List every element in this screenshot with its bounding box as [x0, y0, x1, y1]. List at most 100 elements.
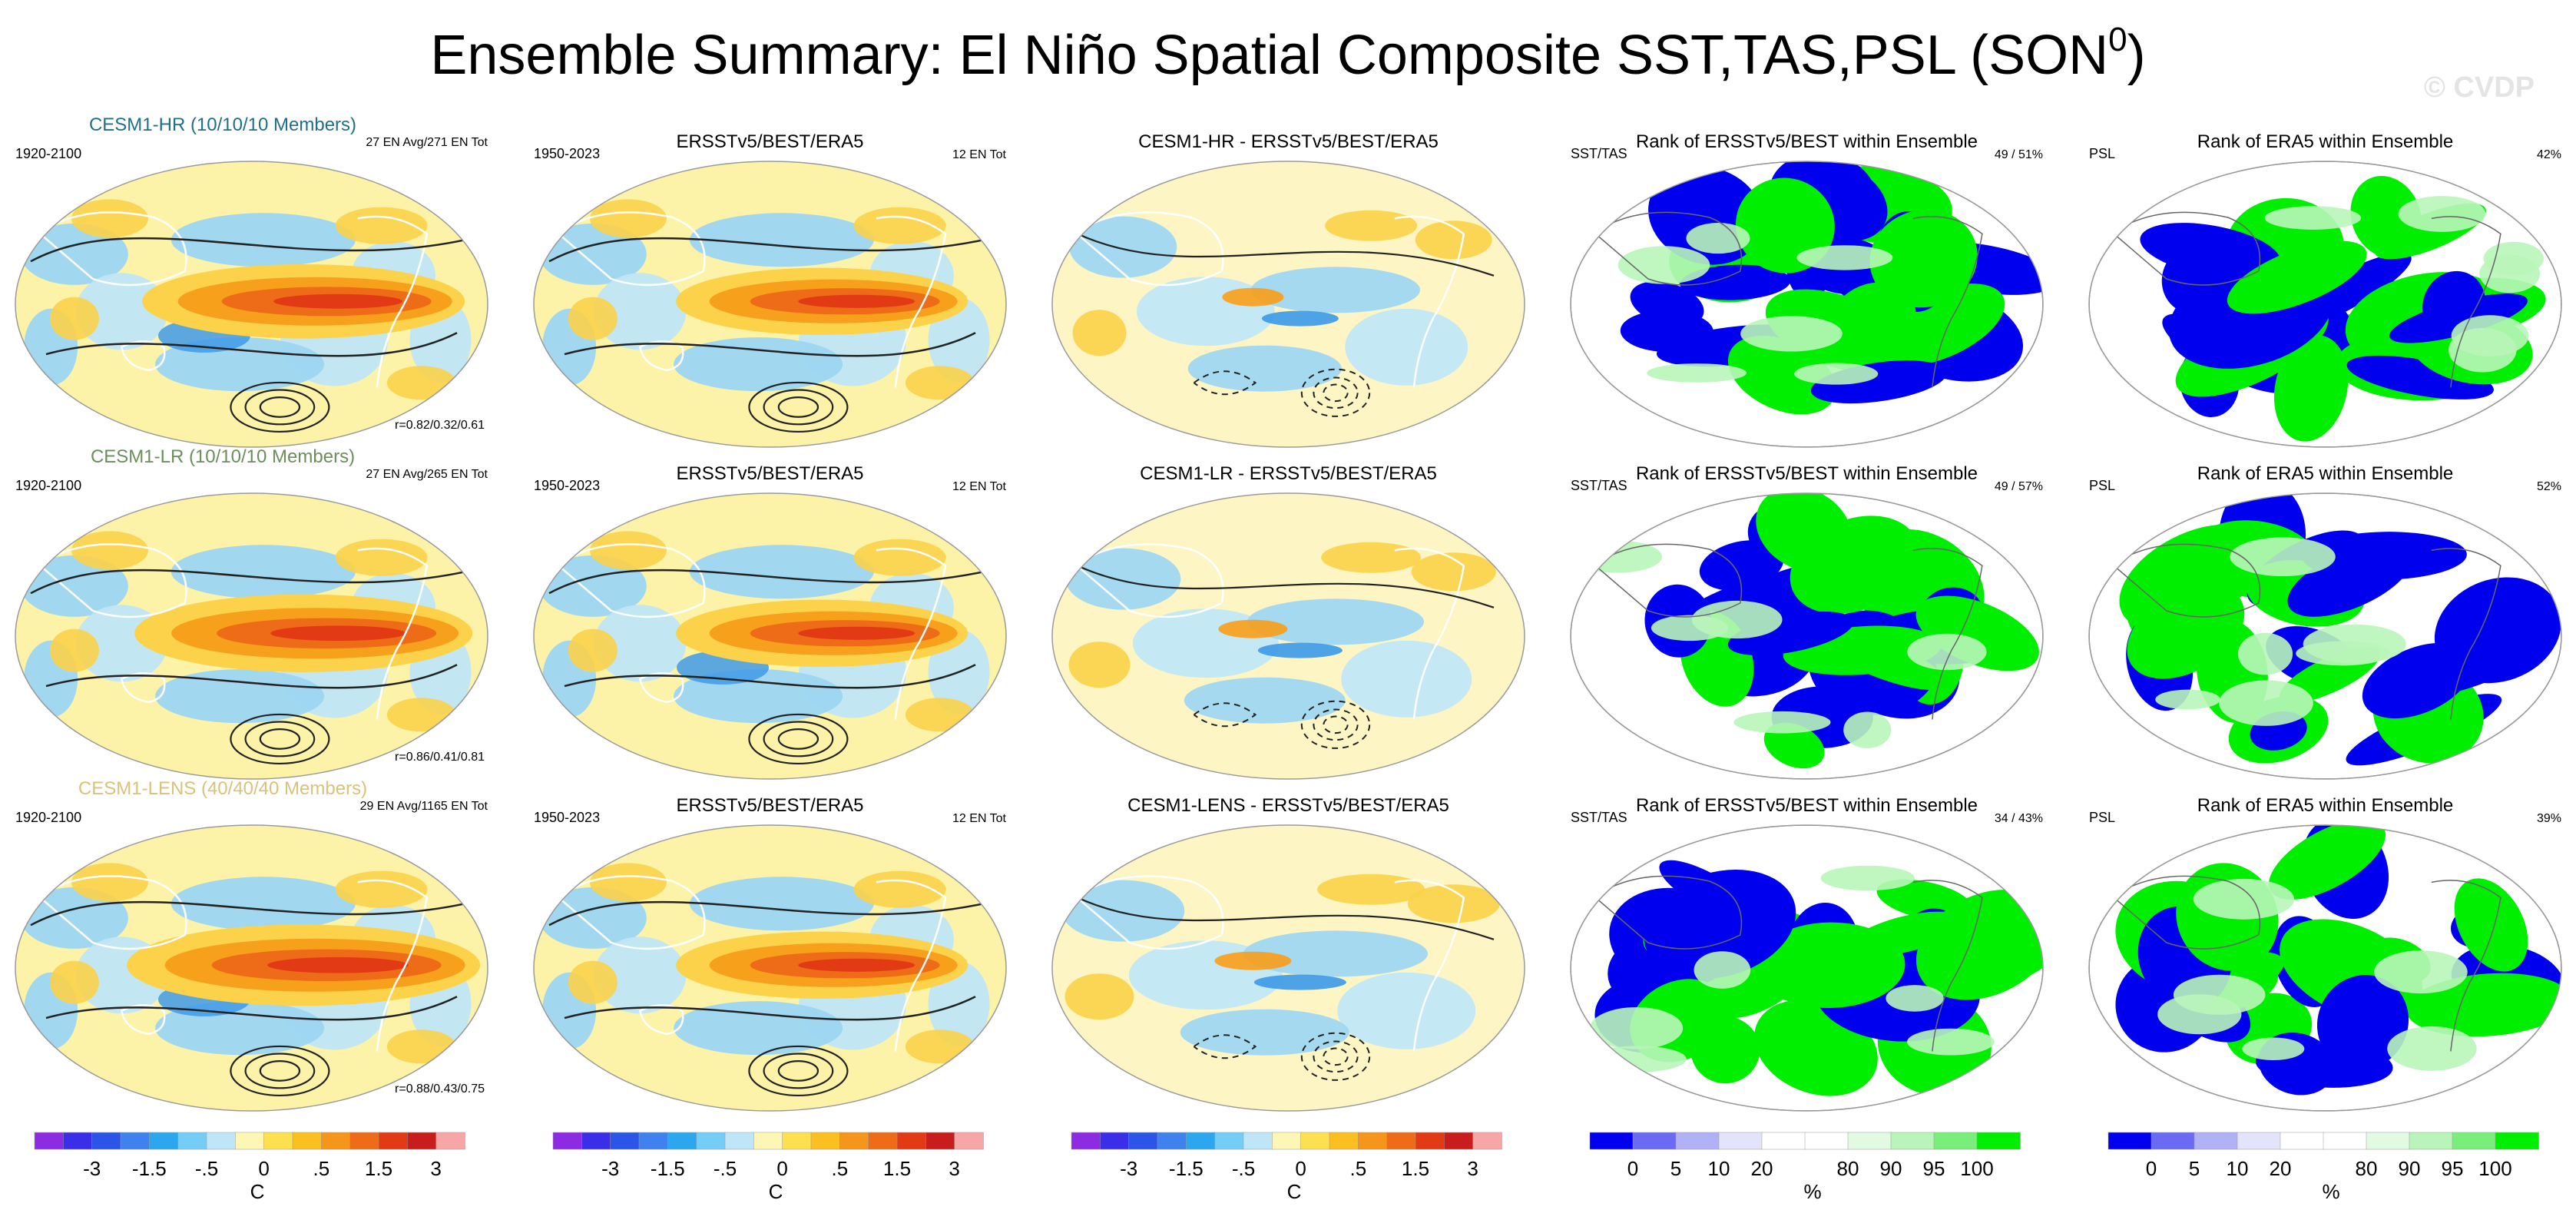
panel-title: Rank of ERSSTv5/BEST within Ensemble: [1636, 795, 1978, 816]
colorbar-swatch: [868, 1132, 898, 1150]
map-panel-r3-c1: CESM1-LENS (40/40/40 Members) 1920-2100 29…: [15, 778, 488, 1112]
colorbar-swatch: [1444, 1132, 1474, 1150]
colorbar-swatch: [292, 1132, 323, 1150]
colorbar-swatch: [349, 1132, 379, 1150]
colorbar-swatch: [1933, 1132, 1978, 1150]
colorbar-swatch: [1100, 1132, 1130, 1150]
colorbar-tick: .5: [1349, 1157, 1366, 1180]
pattern-correlation: r=0.82/0.32/0.61: [395, 419, 485, 432]
colorbar-tick: -3: [1120, 1157, 1137, 1180]
panel-title: CESM1-LR - ERSSTv5/BEST/ERA5: [1140, 463, 1437, 484]
colorbar-tick: 80: [2356, 1157, 2378, 1180]
colorbar-tick: 0: [258, 1157, 269, 1180]
panel-left-label: 1950-2023: [534, 810, 600, 825]
pattern-correlation: r=0.88/0.43/0.75: [395, 1082, 485, 1096]
map-panel-r2-c4: Rank of ERSSTv5/BEST within Ensemble SST/…: [1570, 463, 2044, 780]
panel-left-label: SST/TAS: [1571, 146, 1627, 161]
title-main: Ensemble Summary: El Niño Spatial Compos…: [430, 25, 2108, 86]
map-panel-r1-c3: CESM1-HR - ERSSTv5/BEST/ERA5: [1051, 131, 1525, 448]
colorbar-swatch: [235, 1132, 265, 1150]
colorbar-tick: .5: [831, 1157, 848, 1180]
panel-left-label: PSL: [2089, 146, 2115, 161]
panel-right-label: 39%: [2537, 812, 2561, 825]
panel-right-label: 52%: [2537, 480, 2561, 493]
panel-right-label: 27 EN Avg/271 EN Tot: [366, 136, 488, 149]
colorbar-swatch: [724, 1132, 755, 1150]
map-field-r3-c2: [534, 825, 1006, 1111]
colorbar-tick: 90: [2399, 1157, 2421, 1180]
colorbar-swatch: [2452, 1132, 2496, 1150]
colorbar-tick: -1.5: [651, 1157, 685, 1180]
colorbar-tick: -.5: [195, 1157, 218, 1180]
colorbar-swatch: [753, 1132, 783, 1150]
map-field-r1-c1: [15, 161, 488, 447]
map-field-r2-c3: [1052, 493, 1525, 779]
panel-right-label: 12 EN Tot: [952, 812, 1007, 825]
model-title: CESM1-LENS (40/40/40 Members): [78, 778, 367, 799]
map-field-r2-c1: [15, 493, 488, 779]
panel-right-label: 49 / 57%: [1995, 480, 2043, 493]
colorbar-swatch: [2151, 1132, 2195, 1150]
colorbar-swatch: [1415, 1132, 1445, 1150]
colorbar-tick: 20: [2270, 1157, 2292, 1180]
colorbar-swatch: [1589, 1132, 1634, 1150]
model-title: CESM1-HR (10/10/10 Members): [89, 114, 356, 135]
colorbar-swatch: [1071, 1132, 1101, 1150]
colorbar-swatch: [2495, 1132, 2539, 1150]
pattern-correlation: r=0.86/0.41/0.81: [395, 751, 485, 764]
panel-right-label: 42%: [2537, 148, 2561, 161]
colorbar-tick: 1.5: [1402, 1157, 1429, 1180]
colorbar-tick: 3: [949, 1157, 959, 1180]
colorbar-tick: 5: [1670, 1157, 1681, 1180]
colorbar-swatch: [1214, 1132, 1244, 1150]
colorbar-swatch: [638, 1132, 669, 1150]
colorbar-tick: -.5: [714, 1157, 737, 1180]
colorbar-tick: 100: [2478, 1157, 2511, 1180]
colorbar-tick: 1.5: [365, 1157, 392, 1180]
colorbar-swatch: [435, 1132, 465, 1150]
colorbar-swatch: [2366, 1132, 2410, 1150]
colorbar-3: -3 -1.5 -.5 0 .5 1.5 3 C: [1071, 1132, 1502, 1203]
colorbar-swatch: [407, 1132, 437, 1150]
colorbar-tick: -1.5: [1169, 1157, 1204, 1180]
colorbar-tick: 0: [1295, 1157, 1306, 1180]
colorbar-tick: -3: [601, 1157, 619, 1180]
colorbar-tick: 95: [2442, 1157, 2464, 1180]
colorbar-swatch: [696, 1132, 726, 1150]
colorbar-swatch: [1675, 1132, 1720, 1150]
panel-left-label: 1920-2100: [15, 810, 81, 825]
colorbar-swatch: [1128, 1132, 1158, 1150]
colorbar-swatch: [1890, 1132, 1935, 1150]
watermark: © CVDP: [2424, 71, 2535, 104]
colorbar-unit: C: [250, 1180, 265, 1203]
map-panel-r3-c4: Rank of ERSSTv5/BEST within Ensemble SST/…: [1570, 795, 2044, 1112]
map-field-r3-c1: [15, 825, 488, 1111]
map-field-r3-c4: [1571, 825, 2043, 1111]
colorbar-swatch: [925, 1132, 955, 1150]
map-field-r3-c3: [1052, 825, 1525, 1111]
colorbar-tick: 5: [2189, 1157, 2200, 1180]
panel-left-label: 1950-2023: [534, 146, 600, 161]
map-panel-r2-c5: Rank of ERA5 within Ensemble PSL 52%: [2088, 463, 2562, 780]
colorbar-swatch: [1472, 1132, 1502, 1150]
figure-title: Ensemble Summary: El Niño Spatial Compos…: [430, 21, 2145, 86]
colorbar-swatch: [1300, 1132, 1330, 1150]
colorbar-unit: C: [1287, 1180, 1302, 1203]
colorbar-unit: %: [1803, 1180, 1821, 1203]
colorbar-swatch: [1157, 1132, 1187, 1150]
map-panel-r1-c1: CESM1-HR (10/10/10 Members) 1920-2100 27 E…: [15, 114, 488, 448]
colorbar-tick: 1.5: [883, 1157, 911, 1180]
colorbar-swatch: [91, 1132, 121, 1150]
colorbar-swatch: [581, 1132, 611, 1150]
colorbar-swatch: [120, 1132, 151, 1150]
colorbar-4: 0 5 10 20 80 90 95 100%: [1589, 1132, 2021, 1203]
panel-title: Rank of ERSSTv5/BEST within Ensemble: [1636, 131, 1978, 152]
colorbar-tick: 90: [1880, 1157, 1902, 1180]
map-field-r1-c5: [2089, 161, 2561, 447]
colorbar-swatch: [667, 1132, 697, 1150]
map-panel-r3-c5: Rank of ERA5 within Ensemble PSL 39%: [2088, 795, 2562, 1112]
map-panel-r1-c4: Rank of ERSSTv5/BEST within Ensemble SST/…: [1570, 131, 2044, 448]
panel-left-label: SST/TAS: [1571, 810, 1627, 825]
map-field-r1-c4: [1571, 161, 2043, 447]
panel-right-label: 49 / 51%: [1995, 148, 2043, 161]
